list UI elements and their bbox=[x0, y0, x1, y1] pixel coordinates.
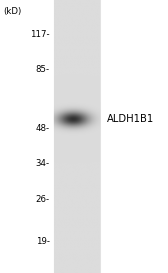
Text: (kD): (kD) bbox=[3, 7, 22, 16]
Text: 48-: 48- bbox=[35, 124, 50, 133]
Text: ALDH1B1: ALDH1B1 bbox=[107, 114, 154, 124]
Text: 34-: 34- bbox=[35, 159, 50, 168]
Text: 26-: 26- bbox=[35, 195, 50, 204]
Text: 85-: 85- bbox=[35, 65, 50, 74]
Text: 19-: 19- bbox=[36, 237, 50, 246]
FancyBboxPatch shape bbox=[54, 0, 101, 273]
Text: 117-: 117- bbox=[30, 30, 50, 38]
